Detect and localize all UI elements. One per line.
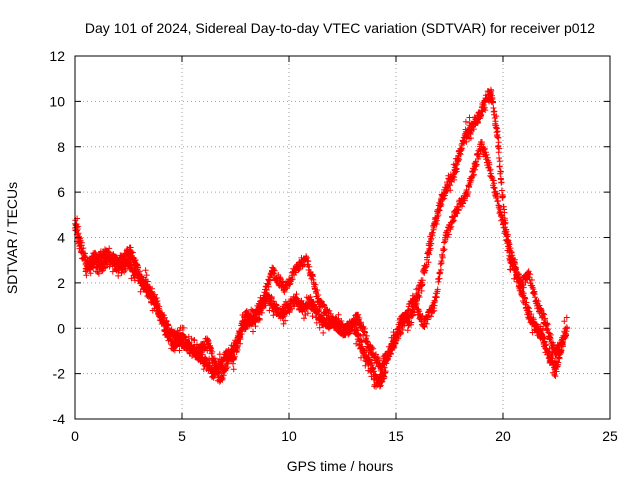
y-tick-label: -2 [53,366,66,382]
x-axis-label: GPS time / hours [287,458,394,474]
data-points [72,86,571,390]
gridlines [75,56,610,419]
y-tick-label: 8 [57,139,65,155]
y-tick-label: 2 [57,275,65,291]
y-tick-label: 0 [57,320,65,336]
y-tick-label: 10 [49,93,65,109]
y-tick-label: 6 [57,184,65,200]
x-tick-label: 15 [388,428,404,444]
axis-ticks [74,55,611,420]
x-tick-labels: 0 5 10 15 20 25 [71,428,618,444]
y-tick-label: 12 [49,48,65,64]
x-tick-label: 20 [495,428,511,444]
x-tick-label: 0 [71,428,79,444]
y-axis-label: SDTVAR / TECUs [4,182,20,294]
chart-title: Day 101 of 2024, Sidereal Day-to-day VTE… [85,20,595,36]
y-tick-labels: -4 -2 0 2 4 6 8 10 12 [49,48,65,427]
y-tick-label: -4 [53,411,66,427]
y-tick-label: 4 [57,230,65,246]
x-tick-label: 10 [281,428,297,444]
x-tick-label: 5 [178,428,186,444]
x-tick-label: 25 [602,428,618,444]
